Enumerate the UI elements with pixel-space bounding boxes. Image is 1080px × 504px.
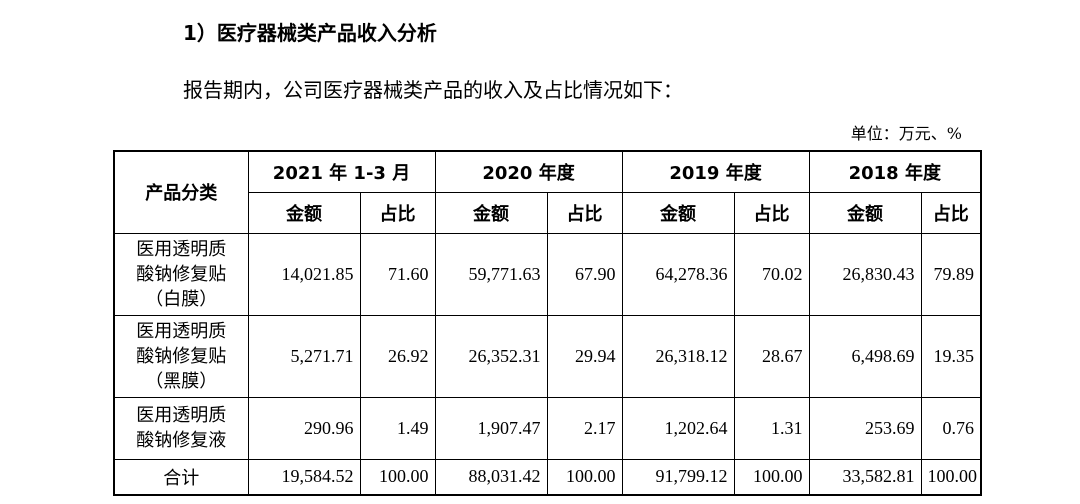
ratio-cell: 71.60 bbox=[359, 232, 436, 316]
total-amount-cell: 33,582.81 bbox=[808, 458, 922, 496]
amount-cell: 64,278.36 bbox=[621, 232, 735, 316]
ratio-cell: 1.49 bbox=[359, 396, 436, 460]
amount-cell: 6,498.69 bbox=[808, 314, 922, 398]
category-line: 医用透明质 bbox=[136, 238, 227, 260]
table-row: 医用透明质 酸钠修复液 290.96 1.49 1,907.47 2.17 1,… bbox=[113, 396, 982, 460]
amount-cell: 5,271.71 bbox=[247, 314, 361, 398]
period-header: 2021 年 1-3 月 bbox=[247, 150, 436, 193]
amount-cell: 290.96 bbox=[247, 396, 361, 460]
ratio-cell: 0.76 bbox=[920, 396, 982, 460]
total-amount-cell: 19,584.52 bbox=[247, 458, 361, 496]
total-ratio-cell: 100.00 bbox=[733, 458, 810, 496]
category-line: 酸钠修复贴 bbox=[136, 263, 227, 285]
amount-cell: 59,771.63 bbox=[434, 232, 548, 316]
period-header: 2019 年度 bbox=[621, 150, 810, 193]
ratio-cell: 70.02 bbox=[733, 232, 810, 316]
ratio-cell: 67.90 bbox=[546, 232, 623, 316]
amount-cell: 1,907.47 bbox=[434, 396, 548, 460]
total-row: 合计 19,584.52 100.00 88,031.42 100.00 91,… bbox=[113, 458, 982, 496]
period-header: 2020 年度 bbox=[434, 150, 623, 193]
category-cell: 医用透明质 酸钠修复液 bbox=[113, 396, 249, 460]
ratio-cell: 19.35 bbox=[920, 314, 982, 398]
category-line: 酸钠修复贴 bbox=[136, 345, 227, 367]
ratio-header: 占比 bbox=[733, 191, 810, 234]
amount-cell: 253.69 bbox=[808, 396, 922, 460]
header-row-subcolumns: 金额 占比 金额 占比 金额 占比 金额 占比 bbox=[114, 191, 982, 234]
category-header: 产品分类 bbox=[113, 150, 249, 234]
header-row-periods: 产品分类 2021 年 1-3 月 2020 年度 2019 年度 2018 年… bbox=[113, 150, 982, 234]
amount-header: 金额 bbox=[247, 191, 361, 234]
total-amount-cell: 91,799.12 bbox=[621, 458, 735, 496]
category-line: 医用透明质 bbox=[136, 320, 227, 342]
ratio-header: 占比 bbox=[359, 191, 436, 234]
category-line: （黑膜） bbox=[145, 370, 218, 392]
category-line: 医用透明质 bbox=[136, 405, 227, 426]
ratio-cell: 79.89 bbox=[920, 232, 982, 316]
ratio-cell: 29.94 bbox=[546, 314, 623, 398]
category-line: （白膜） bbox=[145, 288, 218, 310]
table-row: 医用透明质 酸钠修复贴 （白膜） 14,021.85 71.60 59,771.… bbox=[113, 232, 982, 316]
unit-note: 单位：万元、% bbox=[850, 124, 962, 143]
amount-cell: 14,021.85 bbox=[247, 232, 361, 316]
total-ratio-cell: 100.00 bbox=[546, 458, 623, 496]
table-row: 医用透明质 酸钠修复贴 （黑膜） 5,271.71 26.92 26,352.3… bbox=[113, 314, 982, 398]
ratio-cell: 2.17 bbox=[546, 396, 623, 460]
ratio-cell: 1.31 bbox=[733, 396, 810, 460]
intro-paragraph: 报告期内，公司医疗器械类产品的收入及占比情况如下： bbox=[183, 78, 683, 102]
amount-cell: 26,830.43 bbox=[808, 232, 922, 316]
amount-cell: 26,318.12 bbox=[621, 314, 735, 398]
ratio-header: 占比 bbox=[546, 191, 623, 234]
ratio-header: 占比 bbox=[920, 191, 982, 234]
ratio-cell: 28.67 bbox=[733, 314, 810, 398]
category-cell: 医用透明质 酸钠修复贴 （白膜） bbox=[113, 232, 249, 316]
amount-header: 金额 bbox=[434, 191, 548, 234]
amount-header: 金额 bbox=[621, 191, 735, 234]
category-cell: 医用透明质 酸钠修复贴 （黑膜） bbox=[113, 314, 249, 398]
total-ratio-cell: 100.00 bbox=[359, 458, 436, 496]
amount-header: 金额 bbox=[808, 191, 922, 234]
total-ratio-cell: 100.00 bbox=[920, 458, 982, 496]
section-heading: 1）医疗器械类产品收入分析 bbox=[183, 21, 437, 45]
revenue-table: 产品分类 2021 年 1-3 月 2020 年度 2019 年度 2018 年… bbox=[113, 150, 983, 496]
total-amount-cell: 88,031.42 bbox=[434, 458, 548, 496]
amount-cell: 1,202.64 bbox=[621, 396, 735, 460]
period-header: 2018 年度 bbox=[808, 150, 982, 193]
category-line: 酸钠修复液 bbox=[136, 430, 227, 451]
total-label: 合计 bbox=[113, 458, 249, 496]
amount-cell: 26,352.31 bbox=[434, 314, 548, 398]
ratio-cell: 26.92 bbox=[359, 314, 436, 398]
